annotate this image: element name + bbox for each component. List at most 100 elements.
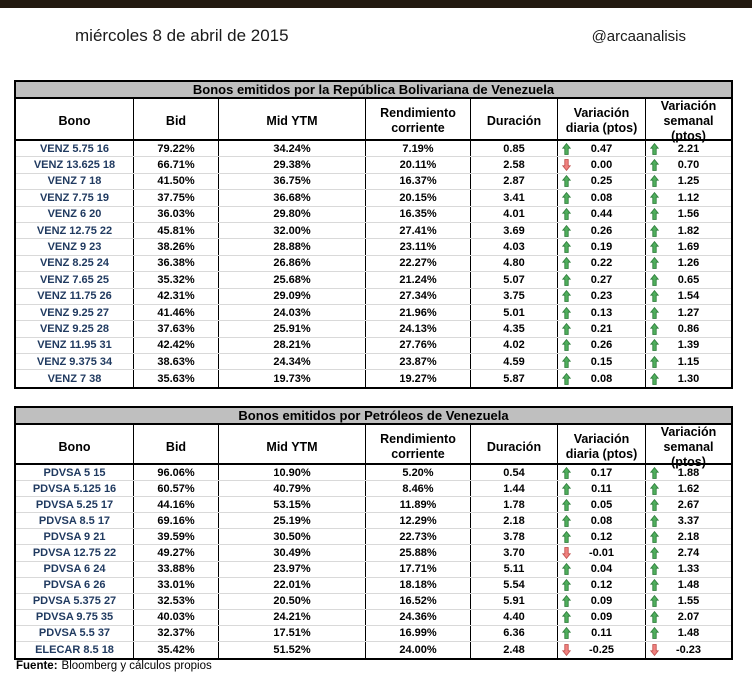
cell-bid: 41.50%	[134, 173, 219, 190]
arrow-up-icon	[562, 191, 571, 204]
cell-bid: 69.16%	[134, 513, 219, 529]
variation-value: 0.65	[677, 273, 700, 286]
cell-bid: 36.38%	[134, 255, 219, 272]
source-text: Bloomberg y cálculos propios	[61, 660, 212, 672]
cell-bid: 37.75%	[134, 190, 219, 206]
cell-bid: 32.37%	[134, 625, 219, 642]
cell-duracion: 1.78	[471, 497, 558, 513]
cell-var-semanal: 1.48	[646, 578, 731, 593]
cell-bono: VENZ 11.75 26	[16, 288, 134, 304]
column-header-mid-ytm: Mid YTM	[219, 99, 366, 144]
table-row: ELECAR 8.5 18 35.42% 51.52% 24.00% 2.48 -0.25…	[16, 642, 731, 659]
cell-rendimiento: 24.00%	[366, 642, 471, 659]
cell-bid: 45.81%	[134, 222, 219, 239]
variation-value: 0.21	[590, 322, 613, 335]
variation-value: 0.86	[677, 322, 700, 335]
variation-value: 0.15	[590, 355, 613, 368]
arrow-up-icon	[650, 579, 659, 592]
table-row: PDVSA 9.75 35 40.03% 24.21% 24.36% 4.40 0.09 2…	[16, 609, 731, 626]
cell-var-semanal: -0.23	[646, 642, 731, 658]
cell-rendimiento: 21.96%	[366, 304, 471, 321]
cell-bid: 40.03%	[134, 609, 219, 625]
cell-var-diaria: 0.05	[558, 497, 646, 513]
cell-mid-ytm: 29.09%	[219, 288, 366, 304]
cell-bono: VENZ 5.75 16	[16, 141, 134, 157]
variation-value: 1.88	[677, 466, 700, 479]
arrow-up-icon	[562, 595, 571, 608]
cell-mid-ytm: 20.50%	[219, 593, 366, 609]
cell-var-semanal: 1.12	[646, 190, 731, 205]
cell-bono: PDVSA 5.5 37	[16, 625, 134, 642]
cell-bid: 41.46%	[134, 304, 219, 321]
arrow-up-icon	[562, 482, 571, 495]
arrow-up-icon	[562, 563, 571, 575]
variation-value: 0.05	[590, 498, 613, 511]
cell-mid-ytm: 40.79%	[219, 481, 366, 497]
cell-bid: 60.57%	[134, 481, 219, 497]
cell-var-semanal: 1.69	[646, 239, 731, 254]
cell-mid-ytm: 10.90%	[219, 465, 366, 481]
cell-mid-ytm: 53.15%	[219, 497, 366, 513]
variation-value: 0.11	[591, 482, 612, 495]
arrow-up-icon	[650, 627, 659, 640]
column-header-rendimiento: Rendimiento corriente	[366, 425, 471, 470]
cell-mid-ytm: 51.52%	[219, 642, 366, 659]
cell-bid: 33.01%	[134, 577, 219, 593]
cell-mid-ytm: 28.21%	[219, 337, 366, 354]
variation-value: 0.11	[591, 627, 612, 640]
variation-value: 0.00	[590, 159, 613, 172]
variation-value: 1.39	[677, 339, 700, 352]
arrow-up-icon	[650, 372, 659, 385]
cell-duracion: 5.87	[471, 370, 558, 387]
venezuela-bonds-table: Bonos emitidos por la República Bolivari…	[14, 80, 733, 389]
cell-rendimiento: 22.73%	[366, 529, 471, 545]
table-row: VENZ 13.625 18 66.71% 29.38% 20.11% 2.58 0.00…	[16, 157, 731, 174]
arrow-up-icon	[562, 579, 571, 592]
cell-bono: PDVSA 12.75 22	[16, 545, 134, 561]
table-row: PDVSA 8.5 17 69.16% 25.19% 12.29% 2.18 0.08 3.…	[16, 513, 731, 530]
variation-value: -0.25	[588, 644, 615, 657]
arrow-up-icon	[650, 498, 659, 511]
arrow-down-icon	[650, 644, 659, 657]
variation-value: 1.15	[677, 355, 700, 368]
arrow-up-icon	[562, 627, 571, 640]
arrow-up-icon	[650, 224, 659, 237]
cell-var-diaria: 0.08	[558, 190, 646, 206]
variation-value: 0.44	[590, 208, 613, 221]
table-row: VENZ 6 20 36.03% 29.80% 16.35% 4.01 0.44 1.56	[16, 206, 731, 223]
cell-bid: 35.32%	[134, 272, 219, 288]
cell-var-diaria: 0.44	[558, 206, 646, 222]
arrow-up-icon	[650, 530, 659, 543]
cell-rendimiento: 16.99%	[366, 625, 471, 642]
arrow-up-icon	[650, 355, 659, 368]
cell-bono: PDVSA 5.25 17	[16, 497, 134, 513]
variation-value: 1.25	[677, 175, 700, 188]
cell-mid-ytm: 23.97%	[219, 561, 366, 577]
arrow-up-icon	[562, 257, 571, 270]
arrow-up-icon	[562, 273, 571, 286]
cell-var-semanal: 2.07	[646, 610, 731, 625]
cell-mid-ytm: 24.21%	[219, 609, 366, 625]
cell-duracion: 2.58	[471, 157, 558, 173]
cell-duracion: 5.91	[471, 593, 558, 609]
arrow-up-icon	[562, 611, 571, 624]
cell-var-diaria: 0.12	[558, 577, 646, 593]
variation-value: 1.33	[677, 563, 700, 576]
cell-var-diaria: 0.26	[558, 222, 646, 239]
table-row: VENZ 11.95 31 42.42% 28.21% 27.76% 4.02 0.26 1…	[16, 337, 731, 355]
variation-value: 1.56	[677, 208, 700, 221]
cell-mid-ytm: 24.34%	[219, 354, 366, 370]
column-header-var-diaria: Variación diaria (ptos)	[558, 425, 646, 470]
cell-bid: 32.53%	[134, 593, 219, 609]
table-row: PDVSA 5.375 27 32.53% 20.50% 16.52% 5.91 0.09…	[16, 593, 731, 610]
cell-rendimiento: 27.34%	[366, 288, 471, 304]
arrow-up-icon	[562, 466, 571, 479]
cell-mid-ytm: 25.68%	[219, 272, 366, 288]
table-header-row: Bono Bid Mid YTM Rendimiento corriente D…	[16, 99, 731, 144]
cell-var-semanal: 1.27	[646, 305, 731, 320]
cell-var-semanal: 1.82	[646, 223, 731, 238]
variation-value: 0.08	[590, 514, 613, 527]
cell-mid-ytm: 25.91%	[219, 321, 366, 337]
cell-rendimiento: 8.46%	[366, 481, 471, 497]
cell-rendimiento: 16.37%	[366, 173, 471, 190]
